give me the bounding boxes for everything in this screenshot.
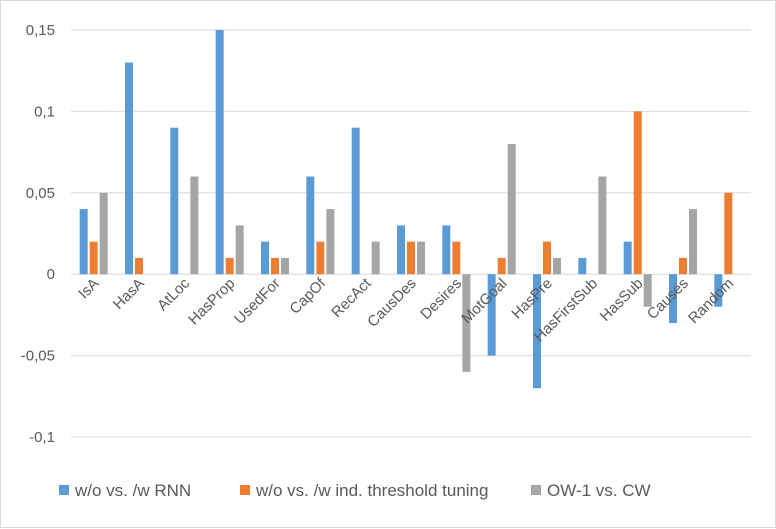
bar: [271, 257, 279, 275]
category-label: Random: [685, 275, 737, 327]
category-label: IsA: [75, 275, 102, 302]
bar: [326, 209, 335, 275]
bar: [135, 257, 143, 275]
bar: [397, 225, 405, 275]
bar: [598, 176, 607, 275]
category-label: CapOf: [286, 274, 329, 317]
bar: [507, 143, 516, 275]
bar: [452, 241, 461, 275]
bar: [281, 257, 289, 275]
bar: [689, 209, 697, 275]
legend-swatch: [240, 485, 250, 495]
bar: [306, 176, 315, 275]
y-tick-label: -0,1: [29, 429, 55, 446]
legend-swatch: [531, 485, 541, 495]
y-tick-label: 0,15: [26, 22, 55, 39]
category-label: UsedFor: [231, 275, 284, 328]
bar: [578, 257, 587, 275]
bar: [79, 209, 88, 275]
bar: [417, 241, 425, 275]
category-label: HasSub: [597, 275, 647, 325]
category-label: AtLoc: [154, 275, 193, 314]
bar: [215, 30, 224, 275]
bar: [170, 127, 179, 275]
bar: [533, 274, 541, 389]
bar: [235, 225, 244, 275]
bar: [643, 274, 652, 307]
bar: [543, 241, 551, 275]
bar: [462, 274, 471, 372]
bar: [487, 274, 496, 356]
category-label: HasA: [110, 275, 148, 313]
bar: [669, 274, 677, 324]
category-label: CausDes: [364, 275, 420, 331]
bar: [371, 241, 380, 275]
y-tick-label: 0,05: [26, 185, 55, 202]
bar: [351, 127, 360, 275]
bar: [99, 192, 108, 275]
bar: [316, 241, 325, 275]
bar: [679, 257, 687, 275]
bar: [89, 241, 98, 275]
bar: [261, 241, 269, 275]
bar: [125, 62, 133, 275]
legend-swatch: [59, 485, 69, 495]
bar: [497, 257, 506, 275]
bar: [553, 257, 561, 275]
bar: [225, 257, 234, 275]
legend-entry: w/o vs. /w ind. threshold tuning: [255, 481, 488, 500]
legend-entry: OW-1 vs. CW: [547, 481, 651, 500]
bar: [623, 241, 632, 275]
bar: [633, 111, 642, 275]
y-tick-label: -0,05: [21, 348, 55, 365]
category-label: HasProp: [185, 275, 238, 328]
bar: [407, 241, 415, 275]
bar: [724, 192, 733, 275]
y-tick-label: 0,1: [34, 103, 55, 120]
bar: [190, 176, 199, 275]
y-tick-label: 0: [47, 266, 55, 283]
legend-entry: w/o vs. /w RNN: [74, 481, 191, 500]
bar: [442, 225, 451, 275]
bar: [714, 274, 723, 307]
